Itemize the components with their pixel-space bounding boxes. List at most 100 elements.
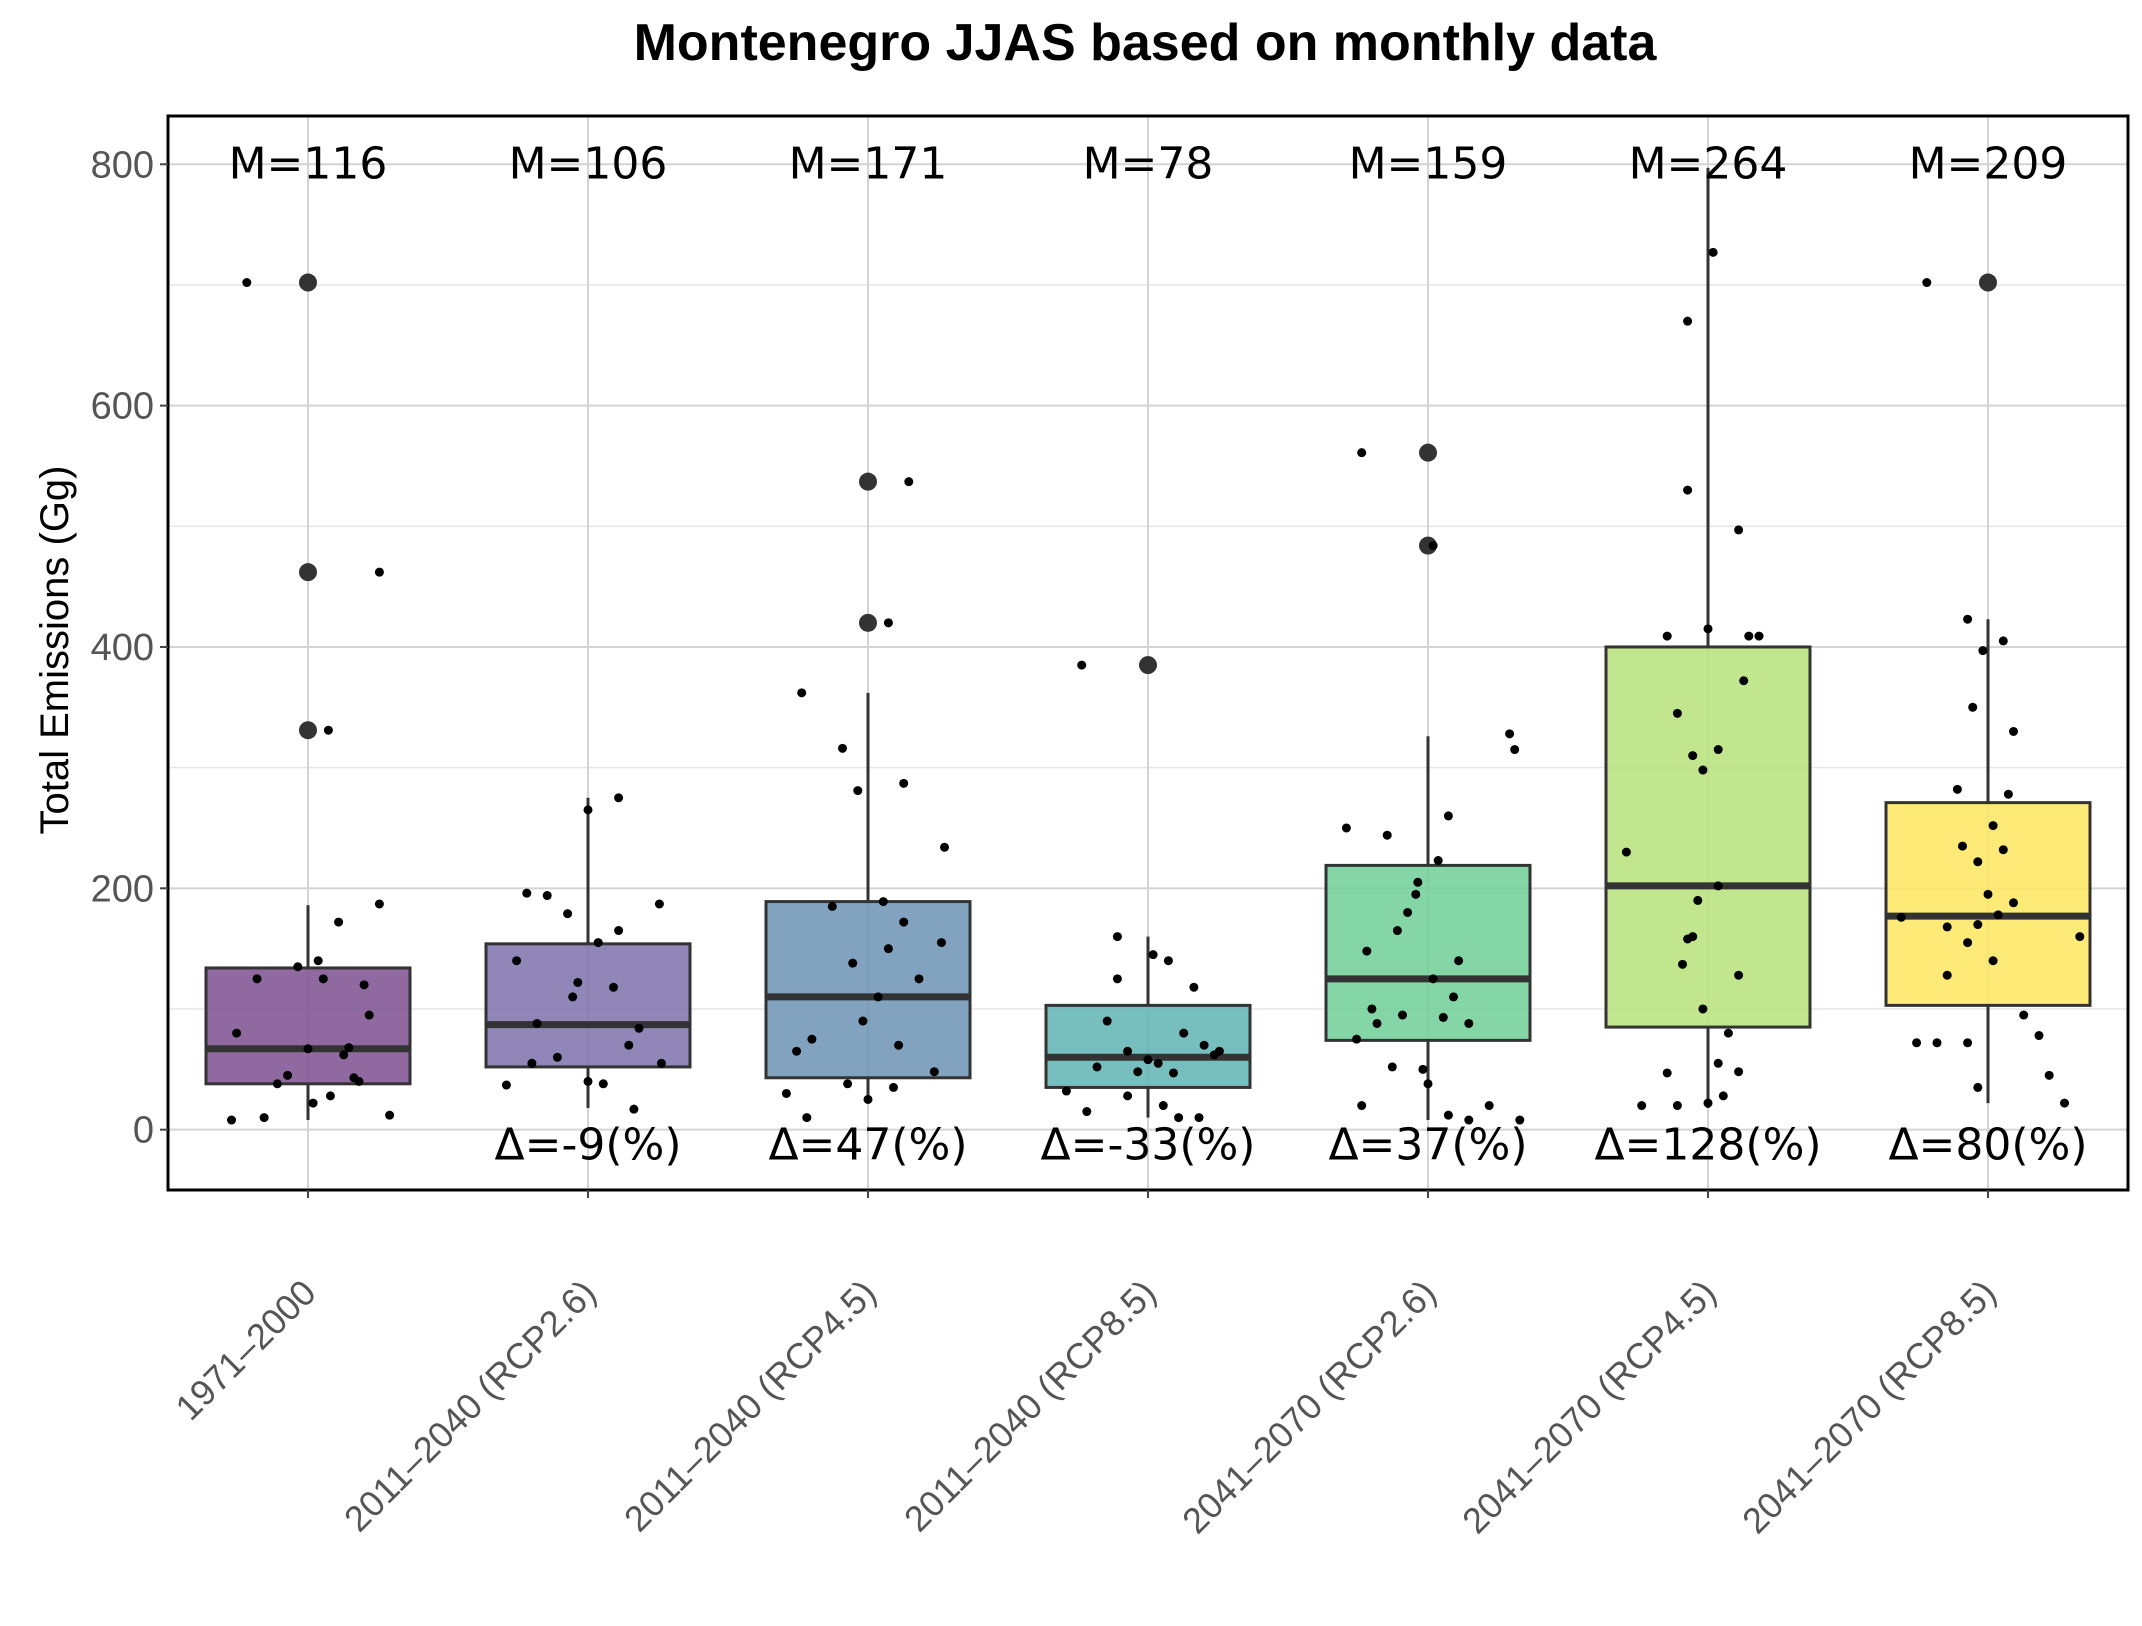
jitter-point	[1973, 857, 1983, 867]
jitter-point	[838, 743, 847, 753]
jitter-point	[364, 1010, 374, 1020]
jitter-point	[792, 1046, 802, 1056]
jitter-point	[899, 778, 909, 788]
jitter-point	[797, 688, 807, 698]
jitter-point	[629, 1104, 639, 1114]
jitter-point	[527, 1058, 537, 1068]
jitter-point	[1988, 821, 1998, 831]
box	[1604, 645, 1812, 1029]
jitter-point	[1438, 1012, 1448, 1022]
jitter-point	[1484, 1101, 1494, 1111]
jitter-point	[1662, 1068, 1672, 1078]
jitter-point	[1357, 1101, 1367, 1111]
mean-label: M=116	[229, 138, 388, 189]
jitter-point	[1143, 1055, 1153, 1065]
jitter-point	[1998, 636, 2008, 646]
jitter-point	[1703, 1098, 1713, 1108]
jitter-point	[1734, 525, 1744, 535]
jitter-point	[894, 1040, 904, 1050]
jitter-point	[656, 1058, 666, 1068]
y-tick-label: 200	[91, 868, 154, 910]
jitter-point	[1133, 1067, 1143, 1077]
outlier-point	[1139, 656, 1157, 675]
delta-label: Δ=37(%)	[1328, 1120, 1527, 1171]
jitter-point	[1443, 811, 1453, 821]
jitter-point	[1672, 708, 1682, 718]
delta-label: Δ=-33(%)	[1041, 1120, 1256, 1171]
jitter-point	[313, 956, 323, 966]
jitter-point	[1112, 932, 1122, 942]
delta-label: Δ=128(%)	[1594, 1120, 1821, 1171]
jitter-point	[1683, 934, 1693, 944]
jitter-point	[1754, 631, 1764, 641]
box	[204, 966, 412, 1086]
jitter-point	[614, 926, 624, 936]
jitter-point	[1199, 1040, 1209, 1050]
jitter-point	[883, 618, 893, 628]
jitter-point	[2019, 1010, 2029, 1020]
jitter-point	[1112, 974, 1122, 984]
jitter-point	[904, 477, 914, 487]
box	[1324, 863, 1532, 1042]
jitter-point	[1372, 1018, 1382, 1028]
jitter-point	[385, 1110, 395, 1120]
jitter-point	[1998, 845, 2008, 855]
x-tick-label: 1971–2000	[167, 1272, 323, 1428]
jitter-point	[1403, 907, 1413, 917]
jitter-point	[344, 1043, 354, 1053]
jitter-point	[532, 1018, 542, 1028]
x-tick-label: 2011–2040 (RCP4.5)	[616, 1272, 884, 1540]
jitter-point	[583, 805, 593, 815]
mean-label: M=106	[509, 138, 668, 189]
jitter-point	[1194, 1113, 1204, 1123]
jitter-point	[542, 891, 552, 901]
jitter-point	[227, 1115, 236, 1125]
jitter-point	[883, 944, 893, 954]
jitter-point	[1713, 881, 1723, 891]
outlier-point	[299, 563, 317, 582]
jitter-point	[349, 1073, 359, 1083]
jitter-point	[1082, 1107, 1092, 1117]
delta-label: Δ=47(%)	[768, 1120, 967, 1171]
jitter-point	[899, 917, 909, 927]
jitter-point	[1505, 729, 1515, 739]
jitter-point	[873, 992, 883, 1002]
jitter-point	[242, 278, 252, 288]
outlier-point	[859, 472, 877, 491]
jitter-point	[1723, 1028, 1733, 1038]
jitter-point	[1418, 1064, 1428, 1074]
jitter-point	[1398, 1010, 1407, 1020]
jitter-point	[863, 1094, 873, 1104]
jitter-point	[1963, 938, 1973, 948]
jitter-point	[1734, 1067, 1744, 1077]
jitter-point	[1423, 1079, 1433, 1089]
jitter-point	[1102, 1016, 1112, 1026]
jitter-point	[2009, 898, 2018, 908]
mean-label: M=209	[1909, 138, 2068, 189]
jitter-point	[614, 793, 624, 803]
jitter-point	[598, 1079, 608, 1089]
y-tick-label: 800	[91, 144, 154, 186]
jitter-point	[1411, 889, 1421, 899]
jitter-point	[1708, 247, 1718, 257]
jitter-point	[2003, 789, 2013, 799]
jitter-point	[1993, 910, 2003, 920]
jitter-point	[1357, 448, 1367, 458]
jitter-point	[2075, 932, 2085, 942]
jitter-point	[929, 1067, 939, 1077]
outlier-point	[1419, 443, 1437, 462]
annotations: M=116 M=106 M=171 M=78 M=159 M=264 M=209 Δ=-9(%…	[229, 138, 2088, 1170]
jitter-point	[781, 1088, 791, 1098]
jitter-point	[512, 956, 522, 966]
jitter-point	[1703, 624, 1713, 634]
jitter-point	[1443, 1110, 1453, 1120]
jitter-point	[853, 786, 863, 796]
jitter-point	[563, 909, 573, 919]
jitter-point	[1958, 841, 1967, 851]
jitter-point	[634, 1023, 644, 1033]
jitter-point	[1988, 956, 1998, 966]
jitter-point	[936, 938, 946, 948]
y-axis-label: Total Emissions (Gg)	[33, 466, 77, 835]
jitter-point	[1744, 631, 1754, 641]
jitter-point	[552, 1052, 562, 1062]
